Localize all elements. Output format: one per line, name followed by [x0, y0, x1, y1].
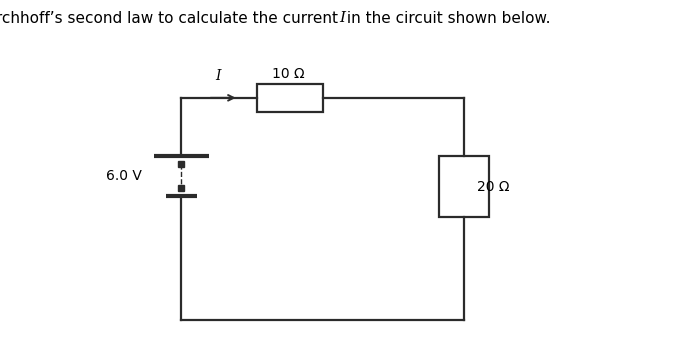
Text: 10 Ω: 10 Ω: [272, 67, 305, 81]
Text: in the circuit shown below.: in the circuit shown below.: [342, 11, 551, 26]
Text: I: I: [215, 68, 221, 83]
Text: 20 Ω: 20 Ω: [477, 180, 510, 194]
Text: Use Kirchhoff’s second law to calculate the current: Use Kirchhoff’s second law to calculate …: [0, 11, 342, 26]
Bar: [257, 84, 323, 112]
Text: 6.0 V: 6.0 V: [106, 169, 142, 183]
Bar: [439, 156, 489, 217]
Text: I: I: [340, 11, 345, 25]
